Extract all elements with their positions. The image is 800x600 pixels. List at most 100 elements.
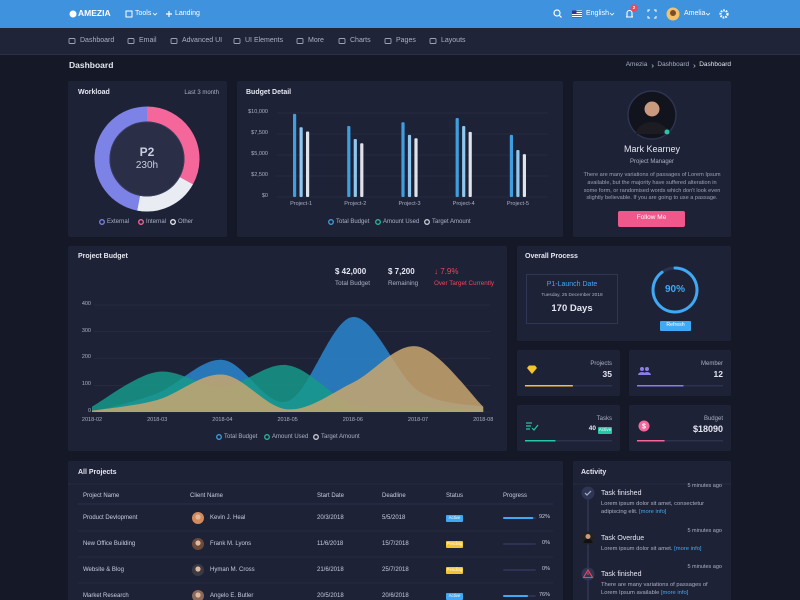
more-info-link[interactable]: [more info] [674,546,702,552]
activity-text-body: Lorem ipsum dolor sit amet, consectetur … [601,501,705,515]
top-bar [0,0,800,28]
deadline: 5/5/2018 [382,514,406,521]
stat-value: 40 [588,425,596,433]
x-tick-label: Project-1 [290,200,313,207]
nav-item[interactable]: Charts [350,37,371,45]
legend-label: Amount Used [272,433,309,440]
donut-center-value: 230h [135,159,159,171]
refresh-button-label[interactable]: Refresh [666,322,685,329]
notification-count: 2 [632,4,636,10]
project-name: Market Research [83,592,129,599]
more-info-link[interactable]: [more info] [639,509,667,515]
legend-label: Target Amount [321,433,360,440]
tools-menu[interactable]: Tools [135,10,152,18]
card-title: Activity [581,469,607,477]
nav-item[interactable]: More [308,37,324,45]
nav-item[interactable]: Dashboard [80,37,115,45]
card-title: Overall Process [525,253,578,261]
refresh-button[interactable] [660,321,691,331]
legend-label: Total Budget [224,433,258,440]
progress-label: 0% [542,539,550,546]
legend-label: Total Budget [336,218,370,225]
user-name[interactable]: Amelia [684,10,706,18]
stat-label: Tasks [596,415,612,422]
stat-value: 12 [713,369,723,380]
status-label: Pending [446,566,463,572]
x-tick-label: 2018-08 [473,416,494,423]
y-tick-label: $0 [261,192,268,199]
card-subtitle: Last 3 month [184,89,219,96]
brand: AMEZIA [78,8,111,19]
nav-item[interactable]: Pages [396,37,416,45]
column-header: Status [446,492,464,499]
card-title: Project Budget [78,253,128,261]
stat-value: $18090 [692,424,723,435]
card-title: All Projects [78,469,117,477]
follow-button-label[interactable]: Follow Me [636,214,667,222]
breadcrumb-item[interactable]: Dashboard [657,61,690,69]
status-badge [446,593,463,600]
stat-label: Over Target Currently [434,279,495,287]
profile-name: Mark Kearney [623,144,681,155]
y-tick-label: 300 [81,327,91,334]
activity-time: 5 minutes ago [687,482,722,489]
stat-value: $ 7,200 [388,266,415,276]
activity-text-body: There are many variations of passages of… [601,582,708,596]
budget-card [237,81,563,237]
activity-title: Task finished [601,571,642,579]
activity-title: Task finished [601,490,642,498]
language[interactable]: English [586,10,609,18]
x-tick-label: 2018-06 [342,416,363,423]
x-tick-label: 2018-04 [212,416,233,423]
progress-label: 0% [542,565,550,572]
profile-bio: There are many variations of passages of… [583,172,721,202]
stat-label: Member [700,360,723,367]
column-header: Client Name [190,492,224,499]
client-name: Angelo E. Butler [210,592,254,599]
card-title: Workload [78,89,110,97]
x-tick-label: Project-3 [398,200,421,207]
project-name: Website & Blog [83,566,124,573]
card-title: Budget Detail [246,89,292,97]
status-badge [446,515,463,522]
x-tick-label: 2018-05 [277,416,298,423]
nav-item[interactable]: Advanced UI [182,37,223,45]
nav-item[interactable]: UI Elements [245,37,284,45]
activity-text: Lorem ipsum dolor sit amet, consectetur … [601,500,725,516]
client-name: Kevin J. Heal [210,514,246,521]
breadcrumb-item[interactable]: Amezia [625,61,648,69]
landing-menu[interactable]: Landing [175,10,200,18]
deadline: 25/7/2018 [382,566,409,573]
gauge-label: 90% [664,283,686,295]
status-badge [598,427,612,434]
legend-label: Other [178,218,194,225]
y-tick-label: 400 [81,300,91,307]
milestone-remaining: 170 Days [551,302,593,314]
y-tick-label: $10,000 [248,108,268,115]
legend-label: Internal [146,218,167,225]
legend-label: Amount Used [383,218,420,225]
start-date: 20/5/2018 [317,592,344,599]
legend-label: Target Amount [432,218,471,225]
legend-label: External [107,218,130,225]
breadcrumb-separator [651,64,654,68]
project-name: Product Devlopment [83,514,138,521]
activity-title: Task Overdue [601,535,645,543]
nav-item[interactable]: Layouts [441,37,466,45]
status-label: Active [448,592,461,598]
progress-label: 92% [538,513,550,520]
nav-item[interactable]: Email [139,37,157,45]
column-header: Deadline [382,492,406,499]
y-tick-label: $7,500 [251,129,268,136]
y-tick-label: $5,000 [251,150,268,157]
page-title: Dashboard [69,60,114,71]
follow-button[interactable] [618,211,685,227]
column-header: Project Name [83,492,120,499]
more-info-link[interactable]: [more info] [660,590,689,596]
profile-role: Project Manager [629,158,675,165]
stat-value: $ 42,000 [335,266,367,276]
milestone-date: Tuesday, 25 December 2018 [541,293,603,299]
activity-time: 5 minutes ago [687,527,722,534]
activity-text: Lorem ipsum dolor sit amet. [more info] [601,545,725,553]
